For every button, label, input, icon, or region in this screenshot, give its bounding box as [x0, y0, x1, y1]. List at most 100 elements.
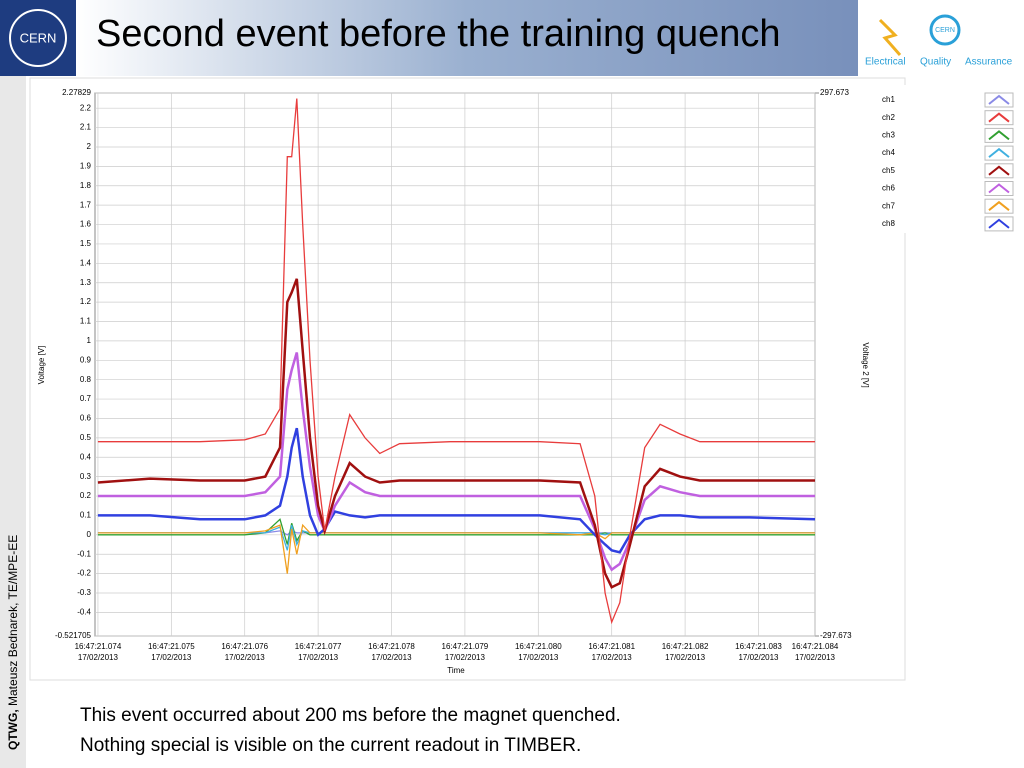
elqa-word: Electrical — [865, 57, 906, 68]
legend-swatch-bg — [984, 92, 1014, 108]
y2-tick-label: -297.673 — [820, 631, 852, 640]
x-tick-label: 16:47:21.077 — [295, 642, 342, 651]
y-tick-label: 1.2 — [80, 297, 92, 306]
y-tick-label: 0.8 — [80, 375, 92, 384]
y-tick-label: 1.5 — [80, 239, 92, 248]
x-tick-label: 16:47:21.074 — [75, 642, 122, 651]
legend-label: ch4 — [882, 148, 895, 157]
y-tick-label: 0.4 — [80, 452, 92, 461]
legend-swatch-bg — [984, 181, 1014, 196]
plot-area — [94, 92, 816, 637]
legend-label: ch2 — [882, 113, 895, 122]
x-tick-date: 17/02/2013 — [665, 653, 706, 662]
legend-swatch-bg — [984, 127, 1014, 143]
y-tick-label: 2.27829 — [62, 88, 91, 97]
y-tick-label: -0.1 — [77, 549, 91, 558]
y-tick-label: 0.1 — [80, 511, 92, 520]
x-tick-label: 16:47:21.079 — [442, 642, 489, 651]
x-tick-date: 17/02/2013 — [151, 653, 192, 662]
elqa-word: Assurance — [965, 57, 1013, 68]
y-tick-label: 0.7 — [80, 394, 92, 403]
note: Nothing special is visible on the curren… — [80, 735, 581, 756]
header-bar — [76, 0, 858, 76]
y-tick-label: 1.8 — [80, 181, 92, 190]
series-line — [97, 352, 815, 572]
legend-swatch — [988, 112, 1010, 123]
y-tick-label: 2.1 — [80, 123, 92, 132]
legend-label: ch3 — [882, 131, 895, 140]
series-line — [97, 278, 815, 589]
elqa-center: CERN — [935, 27, 955, 34]
legend-label: ch7 — [882, 201, 895, 210]
y-tick-label: 0.2 — [80, 491, 92, 500]
y-tick-label: 0.9 — [80, 355, 92, 364]
y2-axis-label: Voltage 2 [V] — [861, 342, 870, 387]
author-name: Mateusz Bednarek, TE/MPE-EE — [6, 535, 20, 706]
cern-logo — [0, 0, 76, 76]
y-tick-label: 0.6 — [80, 414, 92, 423]
legend-swatch — [988, 200, 1010, 211]
x-tick-label: 16:47:21.083 — [735, 642, 782, 651]
legend-swatch-bg — [984, 198, 1014, 214]
y-tick-label: 1.4 — [80, 258, 92, 267]
note: This event occurred about 200 ms before … — [80, 705, 621, 726]
y-tick-label: 1 — [87, 336, 92, 345]
cern-logo-ring — [9, 9, 67, 67]
y-tick-label: 0.3 — [80, 472, 92, 481]
series-line — [97, 427, 816, 554]
slide-title: Second event before the training quench — [96, 13, 781, 55]
y-tick-label: 1.7 — [80, 200, 92, 209]
legend-swatch — [988, 165, 1010, 176]
y-tick-label: -0.3 — [77, 588, 91, 597]
author: QTWG, Mateusz Bednarek, TE/MPE-EE — [6, 535, 20, 750]
x-tick-date: 17/02/2013 — [592, 653, 633, 662]
y-axis-label: Voltage [V] — [37, 346, 46, 385]
x-tick-date: 17/02/2013 — [445, 653, 486, 662]
y-tick-label: 0.5 — [80, 433, 92, 442]
legend-swatch — [988, 183, 1010, 194]
series-line — [97, 518, 815, 545]
x-tick-date: 17/02/2013 — [795, 653, 836, 662]
y-tick-label: 2.2 — [80, 103, 92, 112]
x-tick-date: 17/02/2013 — [78, 653, 119, 662]
y-tick-label: 1.6 — [80, 220, 92, 229]
y2-tick-label: 297.673 — [820, 88, 849, 97]
series-line — [97, 98, 815, 625]
legend-swatch-bg — [984, 163, 1014, 179]
legend-swatch — [988, 130, 1010, 141]
y-tick-label: 1.3 — [80, 278, 92, 287]
y-tick-label: 1.9 — [80, 161, 92, 170]
x-tick-label: 16:47:21.081 — [588, 642, 635, 651]
elqa-bolt — [878, 18, 902, 56]
author-group: QTWG, — [6, 709, 20, 750]
legend-label: ch6 — [882, 184, 895, 193]
x-tick-date: 17/02/2013 — [371, 653, 412, 662]
x-tick-date: 17/02/2013 — [225, 653, 266, 662]
y-tick-label: -0.4 — [77, 608, 91, 617]
x-tick-label: 16:47:21.078 — [368, 642, 415, 651]
x-tick-label: 16:47:21.075 — [148, 642, 195, 651]
cern-logo-text: CERN — [20, 30, 57, 45]
y-tick-label: 1.1 — [80, 317, 92, 326]
y-tick-label: 2 — [87, 142, 92, 151]
legend-label: ch1 — [882, 95, 895, 104]
x-tick-label: 16:47:21.082 — [662, 642, 709, 651]
elqa-circle — [929, 14, 961, 46]
series-line — [97, 523, 815, 574]
legend-swatch — [988, 94, 1010, 105]
x-tick-label: 16:47:21.080 — [515, 642, 562, 651]
elqa-word: Quality — [920, 57, 951, 68]
legend-swatch — [988, 218, 1010, 229]
legend-swatch-bg — [984, 216, 1014, 232]
x-tick-date: 17/02/2013 — [518, 653, 559, 662]
legend-label: ch8 — [882, 219, 895, 228]
y-tick-label: -0.2 — [77, 569, 91, 578]
x-tick-label: 16:47:21.076 — [221, 642, 268, 651]
x-axis-label: Time — [447, 666, 465, 675]
x-tick-date: 17/02/2013 — [738, 653, 779, 662]
legend-label: ch5 — [882, 166, 895, 175]
y-tick-label: -0.521705 — [55, 631, 92, 640]
legend-swatch — [988, 147, 1010, 158]
